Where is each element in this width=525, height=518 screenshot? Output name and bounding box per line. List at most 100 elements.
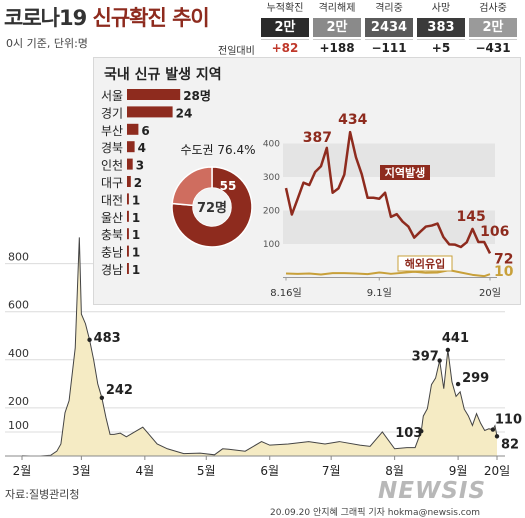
region-bar: [127, 106, 173, 118]
y-tick-label: 400: [8, 347, 29, 360]
bar-value-label: 28명: [183, 89, 211, 103]
cases-line: [21, 237, 498, 457]
stat-label: 사망: [431, 3, 451, 14]
x-tick-label: 20일: [479, 287, 501, 299]
stat-value: 2만2975: [261, 18, 309, 54]
bar-category-label: 인천: [101, 158, 123, 173]
bar-category-label: 경남: [101, 263, 123, 277]
bar-value-label: 1: [132, 246, 140, 260]
data-label: 82: [501, 437, 519, 452]
data-label: 434: [338, 112, 367, 128]
series-line: [285, 269, 491, 278]
donut-title: 수도권 76.4%: [180, 143, 255, 157]
grid-band: [283, 210, 495, 244]
region-bar: [127, 228, 129, 240]
data-point: [99, 395, 105, 400]
y-tick-label: 200: [263, 207, 280, 217]
data-label: 441: [442, 331, 469, 346]
inset-title: 국내 신규 발생 지역: [104, 67, 222, 83]
slice-value-label: 55: [220, 179, 237, 193]
page-title: 코로나19 신규확진 추이: [4, 2, 210, 32]
data-label: 106: [480, 224, 509, 240]
data-point: [419, 429, 424, 434]
bar-category-label: 경기: [101, 106, 123, 120]
cases-area: [22, 237, 497, 456]
data-label: 145: [457, 209, 486, 225]
x-tick-label: 9월: [449, 464, 468, 478]
x-tick-label: 5월: [197, 464, 216, 478]
stat-label: 누적확진: [266, 3, 304, 14]
stat-label: 격리해제: [318, 3, 356, 14]
stat-change: +82: [261, 39, 309, 57]
data-point: [437, 358, 442, 363]
bar-category-label: 울산: [101, 211, 123, 225]
stat-value: 2만4274: [469, 18, 517, 54]
x-tick-label: 3월: [72, 464, 91, 478]
x-tick-label: 8.16일: [270, 287, 301, 299]
stat-isolated: 격리중 2434 −111: [365, 2, 413, 57]
region-bar: [127, 193, 129, 205]
stat-label: 검사중: [479, 3, 507, 14]
data-point: [494, 434, 500, 439]
series-line: [284, 130, 492, 254]
bar-value-label: 1: [132, 228, 140, 242]
stat-deaths: 사망 383 +5: [417, 2, 465, 57]
stat-confirmed: 누적확진 2만2975 +82: [261, 2, 309, 57]
data-label: 242: [106, 383, 133, 398]
y-tick-label: 100: [8, 419, 29, 432]
subtitle: 0시 기준, 단위:명: [6, 37, 88, 50]
region-bar: [127, 123, 139, 135]
title-part1: 코로나19: [4, 6, 93, 30]
source-note: 자료:질병관리청: [5, 488, 80, 501]
data-label: 397: [412, 350, 439, 365]
bar-value-label: 4: [138, 141, 146, 155]
data-label: 10: [494, 264, 514, 280]
x-tick-label: 20일: [484, 464, 510, 478]
stat-value: 383: [417, 18, 465, 37]
series-label: 지역발생: [385, 166, 425, 180]
stat-label: 격리중: [375, 3, 403, 14]
x-tick-label: 2월: [13, 464, 32, 478]
x-tick-label: 9.1일: [367, 287, 392, 299]
bar-value-label: 1: [132, 211, 140, 225]
region-bar: [127, 245, 129, 257]
bar-value-label: 1: [132, 193, 140, 207]
data-label: 299: [462, 371, 489, 386]
data-label: 387: [303, 130, 332, 146]
x-tick-label: 4월: [136, 464, 155, 478]
x-tick-label: 6월: [260, 464, 279, 478]
y-tick-label: 600: [8, 299, 29, 312]
series-label: 해외유입: [405, 257, 445, 271]
yesterday-label: 전일대비: [218, 46, 255, 57]
y-tick-label: 300: [263, 173, 280, 183]
region-bar: [127, 210, 129, 222]
stat-change: −111: [365, 39, 413, 57]
bar-category-label: 충남: [101, 246, 123, 260]
stat-released: 격리해제 2만158 +188: [313, 2, 361, 57]
y-tick-label: 400: [263, 140, 280, 150]
credit-line: 20.09.20 안지혜 그래픽 기자 hokma@newsis.com: [270, 508, 481, 518]
data-point: [87, 337, 92, 343]
x-tick-label: 7월: [322, 464, 341, 478]
region-bar: [127, 89, 181, 100]
data-point: [445, 347, 451, 353]
stat-change: +188: [313, 39, 361, 57]
stat-change: +5: [417, 39, 465, 57]
stat-testing: 검사중 2만4274 −431: [469, 2, 517, 57]
y-tick-label: 200: [8, 395, 29, 408]
newsis-logo: NEWSIS: [378, 478, 487, 504]
title-part2: 신규확진 추이: [92, 6, 210, 30]
y-tick-label: 800: [8, 251, 29, 264]
bar-value-label: 6: [141, 124, 149, 138]
series-label-box: [397, 255, 453, 272]
data-label: 103: [395, 426, 422, 441]
bar-category-label: 경북: [101, 141, 123, 155]
y-tick-label: 100: [263, 240, 280, 250]
region-bar: [127, 263, 129, 274]
region-bar: [127, 158, 133, 170]
data-label: 483: [94, 331, 121, 346]
bar-category-label: 부산: [101, 124, 123, 138]
data-point: [455, 381, 461, 387]
data-point: [490, 427, 496, 432]
